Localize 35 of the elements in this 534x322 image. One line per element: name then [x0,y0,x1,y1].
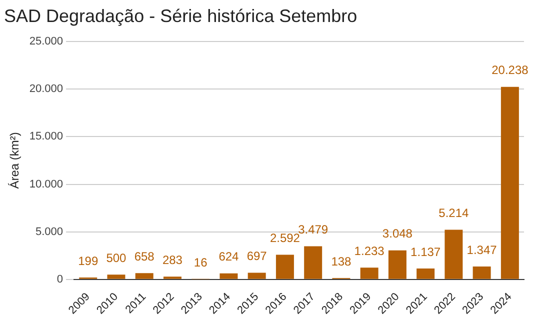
data-label: 658 [134,249,155,264]
y-tick-label: 5.000 [36,226,64,238]
data-label: 3.048 [382,226,413,241]
bar [444,230,463,279]
y-tick-label: 10.000 [29,178,64,190]
data-label: 16 [194,256,208,270]
data-label: 500 [106,250,127,265]
bar [304,246,322,279]
bar [472,266,491,279]
y-tick-label: 15.000 [29,130,64,143]
data-label: 1.233 [354,244,385,258]
bar [416,268,435,279]
y-axis-title: Área (km²) [8,132,22,189]
bar [107,274,126,279]
bar [360,268,378,279]
y-tick-label: 20.000 [29,83,64,96]
data-label: 624 [218,250,240,264]
data-label: 3.479 [298,222,328,237]
bar [276,254,294,279]
data-label: 1.137 [410,244,441,259]
bar [388,250,406,279]
data-label: 5.214 [438,206,470,220]
data-label: 20.238 [492,63,529,78]
data-label: 199 [78,254,98,268]
y-tick-label: 0 [56,273,64,286]
bar [135,273,154,279]
y-tick-label: 25.000 [29,36,64,48]
data-label: 283 [162,252,183,267]
bar [220,273,238,279]
bar [500,86,519,279]
bar [248,272,266,279]
data-label: 138 [331,254,352,268]
chart-title: SAD Degradação - Série histórica Setembro [4,6,358,26]
data-label: 1.347 [466,242,498,257]
data-label: 697 [246,249,268,264]
